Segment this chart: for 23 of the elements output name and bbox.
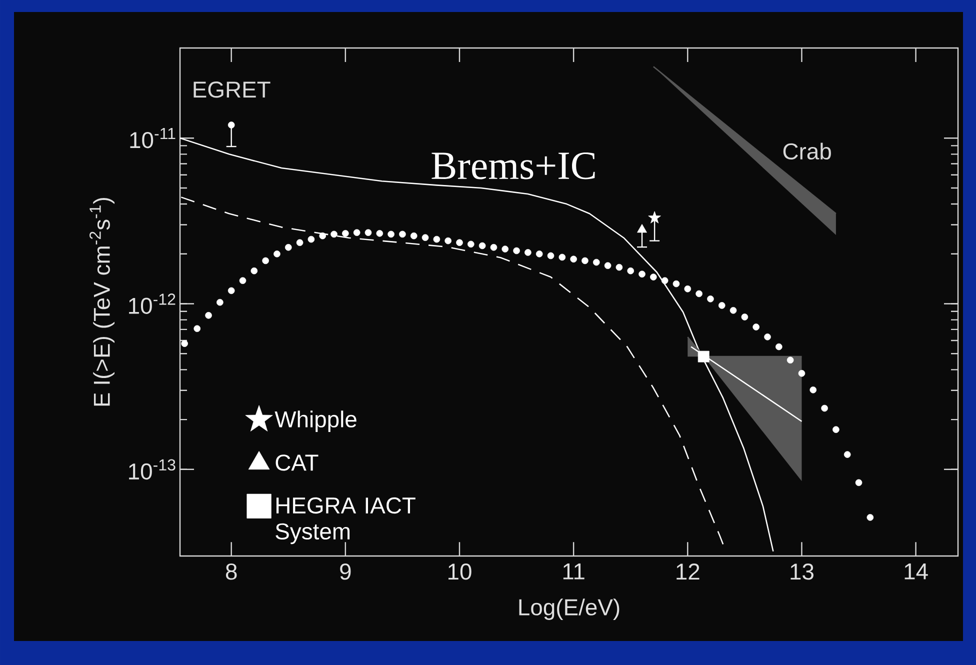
- x-tick-label: 8: [226, 564, 237, 580]
- x-tick-label: 9: [340, 564, 351, 580]
- y-axis-title: E I(>E) (TeV cm$^{-2}$s$^{-1}$): [90, 198, 114, 406]
- x-tick-label: 14: [904, 564, 928, 580]
- x-axis-title: Log(E/eV): [519, 598, 620, 620]
- annotation: Crab: [783, 142, 831, 160]
- point: [637, 224, 647, 233]
- legend-label: Whipple: [274, 410, 356, 432]
- point: [228, 122, 235, 128]
- y-tick-label: 10$^{-13}$: [129, 459, 176, 480]
- legend-label: CAT: [276, 454, 318, 471]
- x-tick-label: 11: [563, 564, 584, 580]
- y-tick-label: 10$^{-11}$: [130, 128, 176, 148]
- y-tick-label: 10$^{-12}$: [129, 294, 176, 314]
- legend-label: HEGRA IACT System: [276, 497, 416, 544]
- annotation: EGRET: [194, 82, 270, 98]
- annotation: Brems+IC: [432, 152, 595, 180]
- point: [648, 211, 661, 224]
- line-series: [180, 137, 774, 552]
- x-tick-label: 10: [448, 564, 472, 580]
- x-tick-label: 12: [676, 564, 700, 580]
- point: [698, 350, 710, 362]
- x-tick-label: 13: [790, 564, 814, 580]
